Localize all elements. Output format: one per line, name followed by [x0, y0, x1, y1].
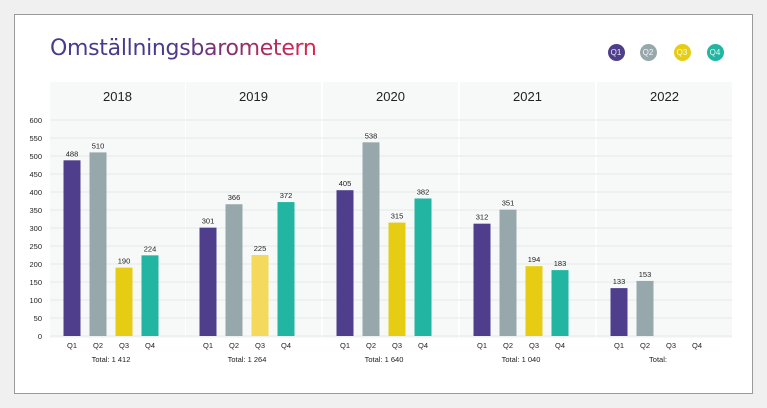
y-tick-label: 50 — [34, 314, 42, 323]
bar-2018-q3 — [115, 267, 133, 336]
x-tick-label-2022-q4: Q4 — [692, 341, 702, 350]
value-label-2018-q2: 510 — [92, 141, 105, 150]
bar-2021-q4 — [551, 270, 569, 336]
y-tick-label: 250 — [29, 242, 42, 251]
bar-2019-q1 — [199, 227, 217, 336]
legend-item-q2: Q2 — [639, 43, 657, 61]
legend-item-q3: Q3 — [673, 43, 691, 61]
value-label-2020-q3: 315 — [391, 212, 404, 221]
x-tick-label-2020-q1: Q1 — [340, 341, 350, 350]
value-label-2018-q4: 224 — [144, 244, 157, 253]
x-tick-label-2020-q4: Q4 — [418, 341, 428, 350]
x-tick-label-2019-q2: Q2 — [229, 341, 239, 350]
value-label-2019-q2: 366 — [228, 193, 241, 202]
x-tick-label-2021-q2: Q2 — [503, 341, 513, 350]
x-tick-label-2022-q3: Q3 — [666, 341, 676, 350]
x-tick-label-2018-q4: Q4 — [145, 341, 155, 350]
x-tick-label-2019-q4: Q4 — [281, 341, 291, 350]
legend-item-q4: Q4 — [706, 43, 724, 61]
x-tick-label-2018-q2: Q2 — [93, 341, 103, 350]
bar-2022-q1 — [610, 288, 628, 336]
bar-2019-q3 — [251, 255, 269, 336]
bar-2020-q2 — [362, 142, 380, 336]
value-label-2018-q1: 488 — [66, 149, 79, 158]
y-tick-label: 200 — [29, 260, 42, 269]
x-tick-label-2022-q2: Q2 — [640, 341, 650, 350]
x-tick-label-2021-q4: Q4 — [555, 341, 565, 350]
y-tick-label: 0 — [38, 332, 42, 341]
bar-2019-q4 — [277, 202, 295, 336]
y-tick-label: 300 — [29, 224, 42, 233]
x-tick-label-2020-q3: Q3 — [392, 341, 402, 350]
total-label-2018: Total: 1 412 — [92, 355, 131, 364]
value-label-2020-q4: 382 — [417, 187, 430, 196]
bar-2018-q4 — [141, 255, 159, 336]
x-tick-label-2019-q1: Q1 — [203, 341, 213, 350]
y-tick-label: 450 — [29, 170, 42, 179]
bar-2019-q2 — [225, 204, 243, 336]
value-label-2020-q2: 538 — [365, 131, 378, 140]
value-label-2019-q4: 372 — [280, 191, 293, 200]
value-label-2018-q3: 190 — [118, 257, 131, 266]
x-tick-label-2022-q1: Q1 — [614, 341, 624, 350]
year-header-2022: 2022 — [650, 89, 679, 104]
y-tick-label: 550 — [29, 134, 42, 143]
y-tick-label: 350 — [29, 206, 42, 215]
total-label-2021: Total: 1 040 — [502, 355, 541, 364]
bar-2022-q2 — [636, 280, 654, 336]
bar-2021-q3 — [525, 266, 543, 336]
value-label-2021-q1: 312 — [476, 213, 489, 222]
x-tick-label-2021-q3: Q3 — [529, 341, 539, 350]
total-label-2019: Total: 1 264 — [228, 355, 267, 364]
total-label-2022: Total: — [649, 355, 667, 364]
value-label-2021-q4: 183 — [554, 259, 567, 268]
value-label-2021-q3: 194 — [528, 255, 541, 264]
bar-2021-q1 — [473, 223, 491, 336]
bar-2020-q4 — [414, 198, 432, 336]
bar-2020-q3 — [388, 222, 406, 336]
bar-2018-q1 — [63, 160, 81, 336]
bar-2020-q1 — [336, 190, 354, 336]
y-tick-label: 500 — [29, 152, 42, 161]
y-tick-label: 100 — [29, 296, 42, 305]
y-tick-label: 150 — [29, 278, 42, 287]
value-label-2022-q2: 153 — [639, 270, 652, 279]
bar-2018-q2 — [89, 152, 107, 336]
x-tick-label-2018-q1: Q1 — [67, 341, 77, 350]
chart-title: Omställningsbarometern — [50, 36, 317, 61]
x-tick-label-2020-q2: Q2 — [366, 341, 376, 350]
legend-item-q1: Q1 — [607, 43, 625, 61]
value-label-2021-q2: 351 — [502, 199, 515, 208]
x-tick-label-2019-q3: Q3 — [255, 341, 265, 350]
year-header-2019: 2019 — [239, 89, 268, 104]
value-label-2022-q1: 133 — [613, 277, 626, 286]
bar-2021-q2 — [499, 209, 517, 336]
y-tick-label: 600 — [29, 116, 42, 125]
year-header-2018: 2018 — [103, 89, 132, 104]
total-label-2020: Total: 1 640 — [365, 355, 404, 364]
value-label-2019-q3: 225 — [254, 244, 267, 253]
year-header-2020: 2020 — [376, 89, 405, 104]
value-label-2020-q1: 405 — [339, 179, 352, 188]
y-tick-label: 400 — [29, 188, 42, 197]
x-tick-label-2021-q1: Q1 — [477, 341, 487, 350]
x-tick-label-2018-q3: Q3 — [119, 341, 129, 350]
value-label-2019-q1: 301 — [202, 217, 215, 226]
year-header-2021: 2021 — [513, 89, 542, 104]
